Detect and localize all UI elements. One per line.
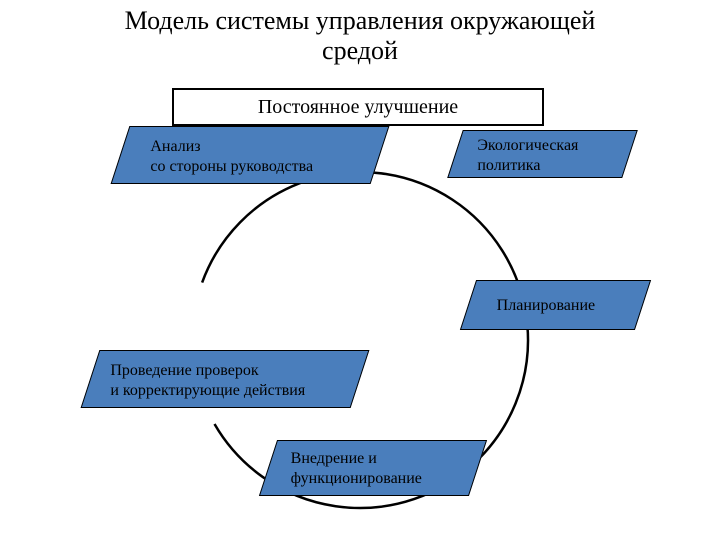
node-analysis-label: Анализ со стороны руководства: [150, 137, 313, 177]
continuous-improvement-label: Постоянное улучшение: [258, 96, 458, 119]
node-implementation: Внедрение и функционирование: [259, 440, 487, 496]
node-planning: Планирование: [460, 280, 651, 330]
node-checks: Проведение проверок и корректирующие дей…: [81, 350, 370, 408]
node-eco_policy-label: Экологическая политика: [477, 136, 578, 176]
diagram-stage: Модель системы управления окружающей сре…: [0, 0, 720, 540]
continuous-improvement-box: Постоянное улучшение: [172, 88, 544, 126]
node-analysis: Анализ со стороны руководства: [111, 126, 390, 184]
node-checks-label: Проведение проверок и корректирующие дей…: [110, 361, 305, 401]
node-eco_policy: Экологическая политика: [447, 130, 638, 178]
node-planning-label: Планирование: [497, 296, 595, 316]
node-implementation-label: Внедрение и функционирование: [291, 449, 422, 489]
